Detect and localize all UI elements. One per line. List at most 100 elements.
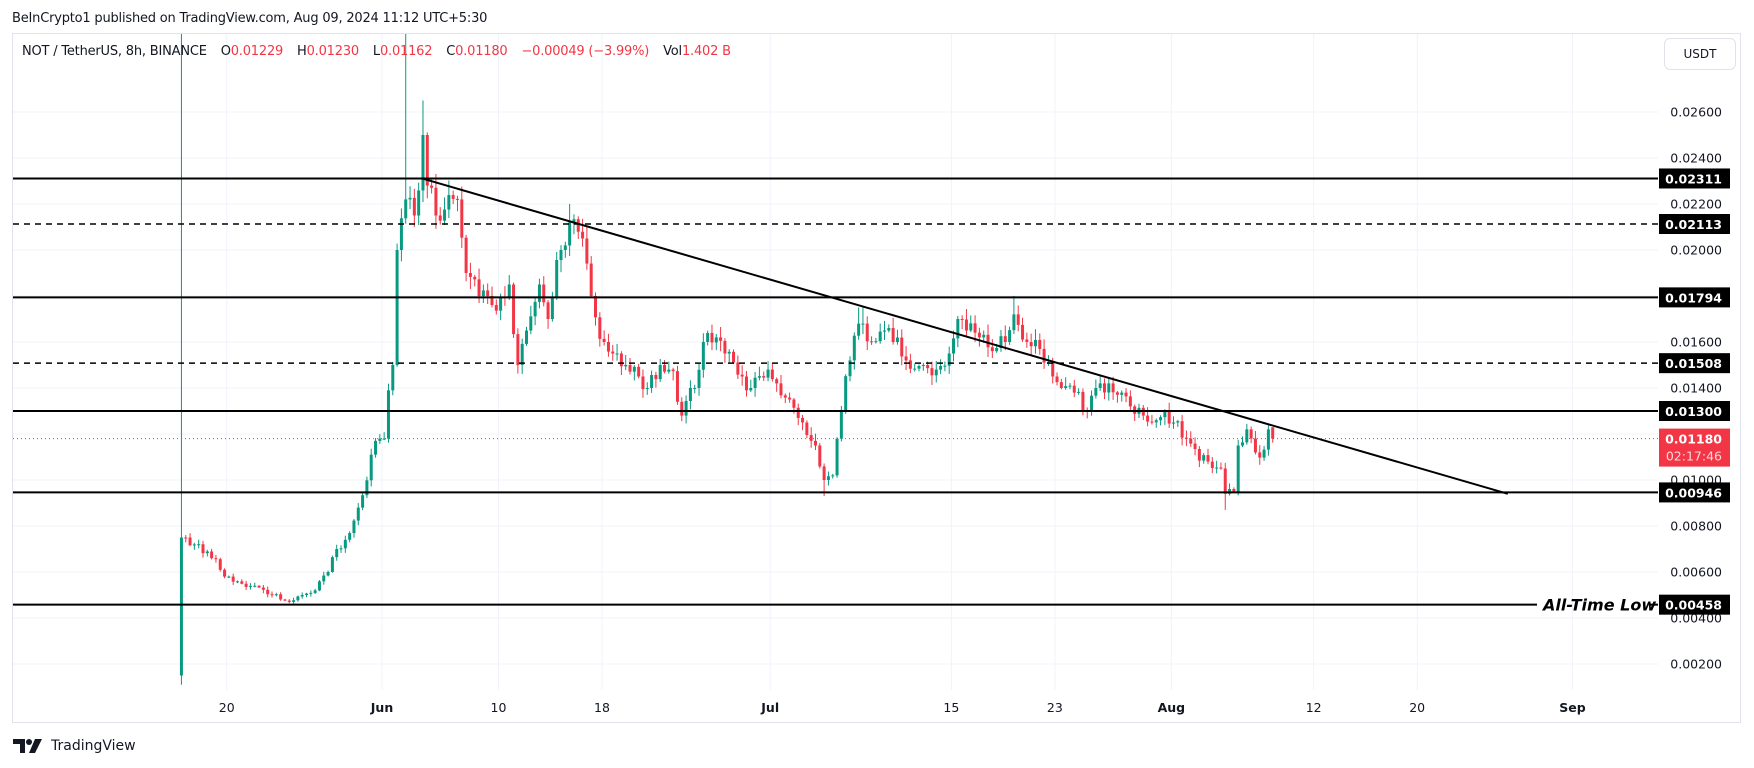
candle-body: [455, 198, 459, 200]
publish-info: BeInCrypto1 published on TradingView.com…: [12, 11, 488, 26]
candle-body: [999, 336, 1003, 349]
candle: [1064, 377, 1068, 390]
candle-body: [451, 195, 455, 199]
candle-body: [348, 533, 352, 540]
candle-body: [762, 376, 766, 378]
candle-body: [628, 365, 632, 372]
symbol-title[interactable]: NOT / TetherUS, 8h, BINANCE: [22, 44, 207, 59]
candle: [248, 583, 252, 590]
candle-body: [197, 544, 201, 546]
candle: [529, 305, 533, 335]
candle: [1072, 379, 1076, 398]
candle: [223, 568, 227, 579]
candle-body: [1262, 449, 1266, 458]
candle: [805, 420, 809, 439]
candle: [952, 330, 956, 362]
candle-body: [632, 366, 636, 372]
candle: [632, 365, 636, 381]
candle: [900, 329, 904, 366]
candle: [184, 535, 188, 543]
candle-body: [542, 284, 546, 303]
candle: [1124, 388, 1128, 403]
candle-body: [1210, 461, 1214, 468]
tradingview-brand: TradingView: [51, 738, 136, 754]
candle: [684, 395, 688, 424]
candle-body: [274, 594, 278, 596]
candle: [296, 595, 300, 602]
candle: [1016, 305, 1020, 332]
candle-body: [1193, 443, 1197, 450]
candle-body: [1003, 336, 1007, 342]
candle: [1115, 390, 1119, 403]
close-label: C: [446, 44, 456, 59]
y-tick-label: 0.00600: [1670, 565, 1722, 580]
candle-body: [706, 332, 710, 342]
candle: [1241, 436, 1245, 448]
candle-body: [395, 250, 399, 365]
chart-frame: [12, 33, 1741, 723]
candle-body: [490, 296, 494, 306]
candle-body: [637, 366, 641, 377]
candle-body: [995, 348, 999, 352]
candle-body: [361, 495, 365, 508]
horizontal-levels: All-Time Low: [13, 177, 1658, 615]
open-label: O: [220, 44, 231, 59]
candle: [201, 540, 205, 558]
level-price-label: 0.01508: [1665, 356, 1722, 371]
candle-body: [339, 548, 343, 550]
candle-body: [1098, 383, 1102, 388]
candle-body: [576, 219, 580, 232]
x-tick-label: 15: [943, 700, 959, 715]
candle-body: [391, 365, 395, 391]
candle: [559, 245, 563, 273]
candle-body: [335, 549, 339, 558]
candle: [412, 188, 416, 227]
candle: [542, 276, 546, 307]
candle: [356, 503, 360, 526]
candle-body: [1025, 339, 1029, 342]
price-axis[interactable]: 0.02600 0.02400 0.02200 0.02000 0.01600 0.014…: [1659, 105, 1730, 672]
candle: [939, 359, 943, 375]
candle: [693, 384, 697, 394]
currency-button[interactable]: USDT: [1664, 38, 1736, 70]
candle: [710, 324, 714, 351]
candle-body: [969, 323, 973, 331]
candle: [822, 463, 826, 497]
candle: [913, 363, 917, 372]
candle-body: [964, 319, 968, 331]
candle: [283, 598, 287, 602]
candle: [317, 580, 321, 592]
candle: [1180, 415, 1184, 446]
candle-body: [421, 135, 425, 191]
candle: [602, 330, 606, 346]
candle: [1055, 372, 1059, 386]
candle-body: [714, 337, 718, 343]
level-price-label: 0.00458: [1665, 598, 1722, 613]
candle: [1266, 425, 1270, 456]
candle: [788, 392, 792, 403]
current-price-tag: [1659, 428, 1730, 467]
candle: [581, 218, 585, 247]
candle-body: [1271, 427, 1275, 439]
candle-body: [732, 351, 736, 363]
tradingview-logo[interactable]: TradingView: [13, 738, 136, 754]
candle-body: [1111, 383, 1115, 393]
candle: [861, 307, 865, 335]
current-price-label: 0.01180: [1665, 432, 1722, 447]
candle: [236, 580, 240, 584]
candle: [999, 330, 1003, 352]
candle: [369, 448, 373, 487]
time-axis[interactable]: 20 Jun 10 18 Jul 15 23 Aug 12 20 Sep: [219, 700, 1586, 715]
candle: [1038, 333, 1042, 355]
candle-body: [408, 197, 412, 200]
candle-body: [904, 356, 908, 361]
candle-body: [374, 440, 378, 455]
x-tick-label: Jul: [760, 700, 779, 715]
candle-body: [179, 537, 183, 676]
candle: [835, 437, 839, 478]
candle: [421, 100, 425, 203]
candle: [395, 243, 399, 367]
candle: [512, 282, 516, 338]
candle: [973, 315, 977, 342]
